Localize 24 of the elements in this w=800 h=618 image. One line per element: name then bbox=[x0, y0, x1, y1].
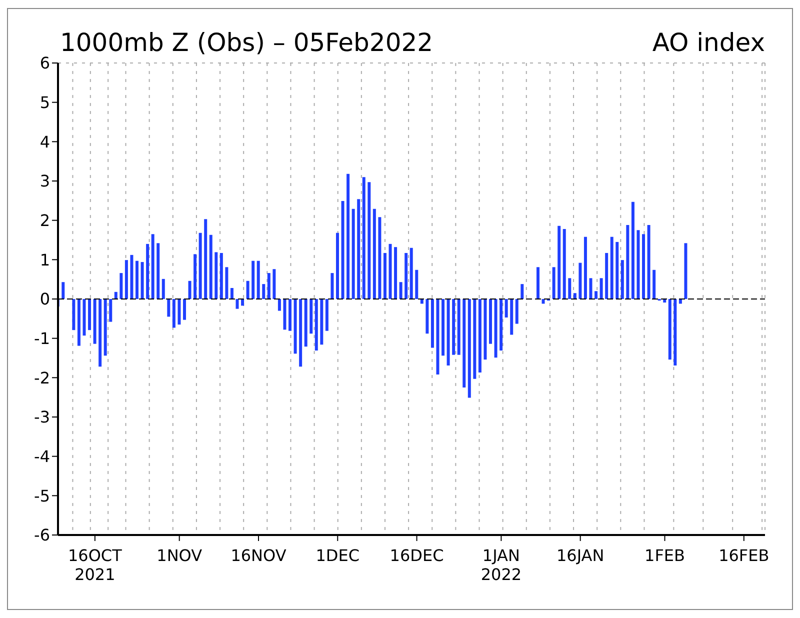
chart-title: 1000mb Z (Obs) – 05Feb2022 bbox=[60, 28, 434, 58]
y-tick-label: -3 bbox=[34, 408, 50, 427]
y-tick-label: 4 bbox=[40, 132, 50, 152]
y-tick-label: 2 bbox=[40, 211, 50, 230]
x-tick-label: 16OCT 2021 bbox=[68, 546, 122, 584]
x-tick-label: 1NOV bbox=[156, 546, 202, 565]
y-tick-label: -6 bbox=[34, 526, 50, 545]
y-tick-label: 6 bbox=[40, 54, 50, 73]
y-tick-label: 0 bbox=[40, 290, 50, 309]
x-tick-label: 1FEB bbox=[644, 546, 685, 565]
x-tick-label: 16NOV bbox=[230, 546, 286, 565]
x-tick-label: 16DEC bbox=[390, 546, 444, 565]
y-tick-label: 1 bbox=[40, 250, 50, 270]
x-tick-label: 1JAN 2022 bbox=[480, 546, 522, 584]
y-tick-label: -4 bbox=[34, 447, 50, 466]
y-tick-label: 5 bbox=[40, 93, 50, 112]
x-tick-label: 1DEC bbox=[316, 546, 360, 565]
chart-subtitle: AO index bbox=[652, 28, 765, 58]
y-tick-label: -1 bbox=[34, 329, 50, 348]
x-tick-label: 16FEB bbox=[718, 546, 770, 565]
y-tick-label: -5 bbox=[34, 486, 50, 506]
y-tick-label: -2 bbox=[34, 368, 50, 388]
y-tick-label: 3 bbox=[40, 172, 50, 191]
x-tick-label: 16JAN bbox=[556, 546, 604, 565]
